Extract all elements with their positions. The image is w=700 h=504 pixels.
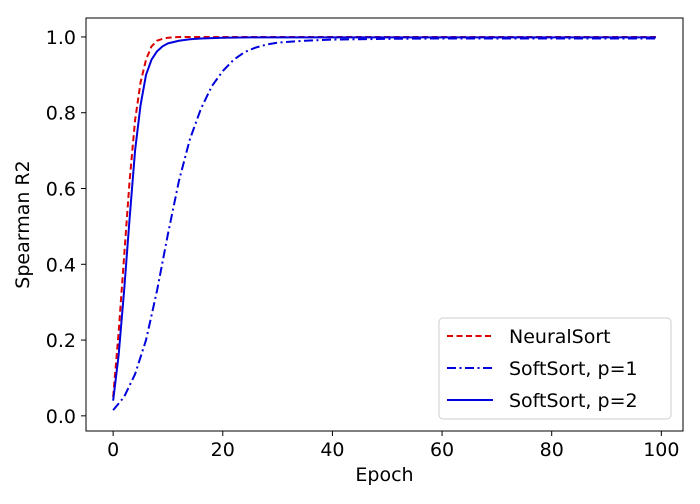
legend-label-2: SoftSort, p=1 xyxy=(509,358,638,380)
x-tick-label: 60 xyxy=(430,439,454,461)
x-axis-label: Epoch xyxy=(355,464,413,486)
y-tick-label: 0.6 xyxy=(46,179,76,201)
legend-label-3: SoftSort, p=2 xyxy=(509,390,638,412)
plot-frame xyxy=(85,17,684,432)
plot-area xyxy=(112,35,656,411)
x-tick-label: 20 xyxy=(211,439,235,461)
legend-label-1: NeuralSort xyxy=(509,326,611,348)
y-tick-label: 0.2 xyxy=(46,330,76,352)
x-tick-label: 0 xyxy=(107,439,119,461)
x-tick-label: 100 xyxy=(643,439,679,461)
x-tick-label: 40 xyxy=(320,439,344,461)
legend-box xyxy=(438,317,672,420)
legend: NeuralSort SoftSort, p=1 SoftSort, p=2 xyxy=(438,317,672,420)
y-tick-label: 0.0 xyxy=(46,406,76,428)
y-tick-label: 0.4 xyxy=(46,254,76,276)
series-line-2 xyxy=(112,37,656,411)
series-group xyxy=(112,35,656,411)
axes: 0 20 40 60 80 100 0.0 0.2 0.4 0.6 0.8 1.0 xyxy=(46,17,684,461)
series-line-3 xyxy=(112,36,656,401)
y-axis-label: Spearman R2 xyxy=(12,160,34,288)
y-tick-label: 1.0 xyxy=(46,27,76,49)
y-tick-label: 0.8 xyxy=(46,103,76,125)
series-line-1 xyxy=(112,35,656,397)
x-tick-label: 80 xyxy=(540,439,564,461)
